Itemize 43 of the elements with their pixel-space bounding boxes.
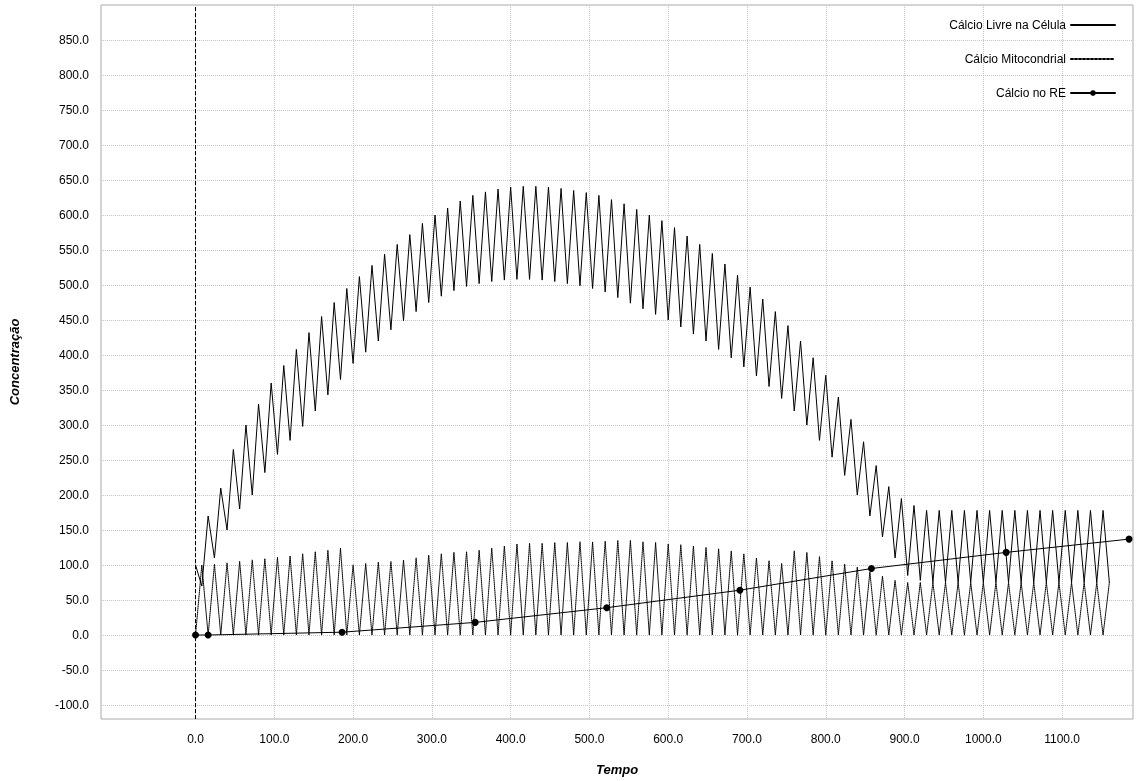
y-tick-label: 50.0 <box>65 593 90 607</box>
y-tick-label: 850.0 <box>58 33 90 47</box>
x-tick-label: 200.0 <box>338 732 369 746</box>
y-tick-label: -100.0 <box>54 698 90 712</box>
x-tick-label: 500.0 <box>574 732 605 746</box>
x-tick-label: 1000.0 <box>964 732 1002 746</box>
y-tick-label: 0.0 <box>72 628 90 642</box>
legend-label: Cálcio Mitocondrial <box>964 52 1066 66</box>
x-tick-label: 700.0 <box>731 732 763 746</box>
y-tick-label: 250.0 <box>58 453 90 467</box>
y-tick-label: 650.0 <box>58 173 90 187</box>
legend-label: Cálcio no RE <box>995 86 1066 100</box>
y-tick-label: 750.0 <box>58 103 90 117</box>
x-tick-label: 100.0 <box>259 732 290 746</box>
x-axis-title: Tempo <box>595 762 639 777</box>
x-tick-label: 1100.0 <box>1044 732 1081 746</box>
point <box>1002 548 1010 556</box>
y-tick-label: 150.0 <box>58 523 90 537</box>
x-tick-label: 900.0 <box>889 732 920 746</box>
y-tick-label: 200.0 <box>58 488 90 502</box>
point <box>471 618 479 626</box>
x-tick-label: 300.0 <box>416 732 448 746</box>
y-tick-label: 300.0 <box>58 418 90 432</box>
y-axis-title: Concentração <box>7 318 22 406</box>
y-tick-label: 550.0 <box>58 243 90 257</box>
point <box>736 586 744 594</box>
point <box>338 628 346 636</box>
x-tick-label: 600.0 <box>653 732 684 746</box>
y-tick-label: 400.0 <box>58 348 90 362</box>
y-tick-label: 800.0 <box>58 68 90 82</box>
y-tick-label: 700.0 <box>58 138 90 152</box>
legend-label: Cálcio Livre na Célula <box>949 18 1067 32</box>
y-tick-label: -50.0 <box>61 663 90 677</box>
y-tick-label: 600.0 <box>58 208 90 222</box>
y-tick-label: 100.0 <box>58 558 90 572</box>
x-tick-label: 0.0 <box>187 732 205 746</box>
x-tick-label: 400.0 <box>495 732 526 746</box>
y-tick-label: 350.0 <box>58 383 90 397</box>
x-tick-label: 800.0 <box>810 732 842 746</box>
point <box>867 565 875 572</box>
y-tick-label: 500.0 <box>58 278 90 292</box>
point <box>603 604 611 612</box>
y-tick-label: 450.0 <box>58 313 90 327</box>
